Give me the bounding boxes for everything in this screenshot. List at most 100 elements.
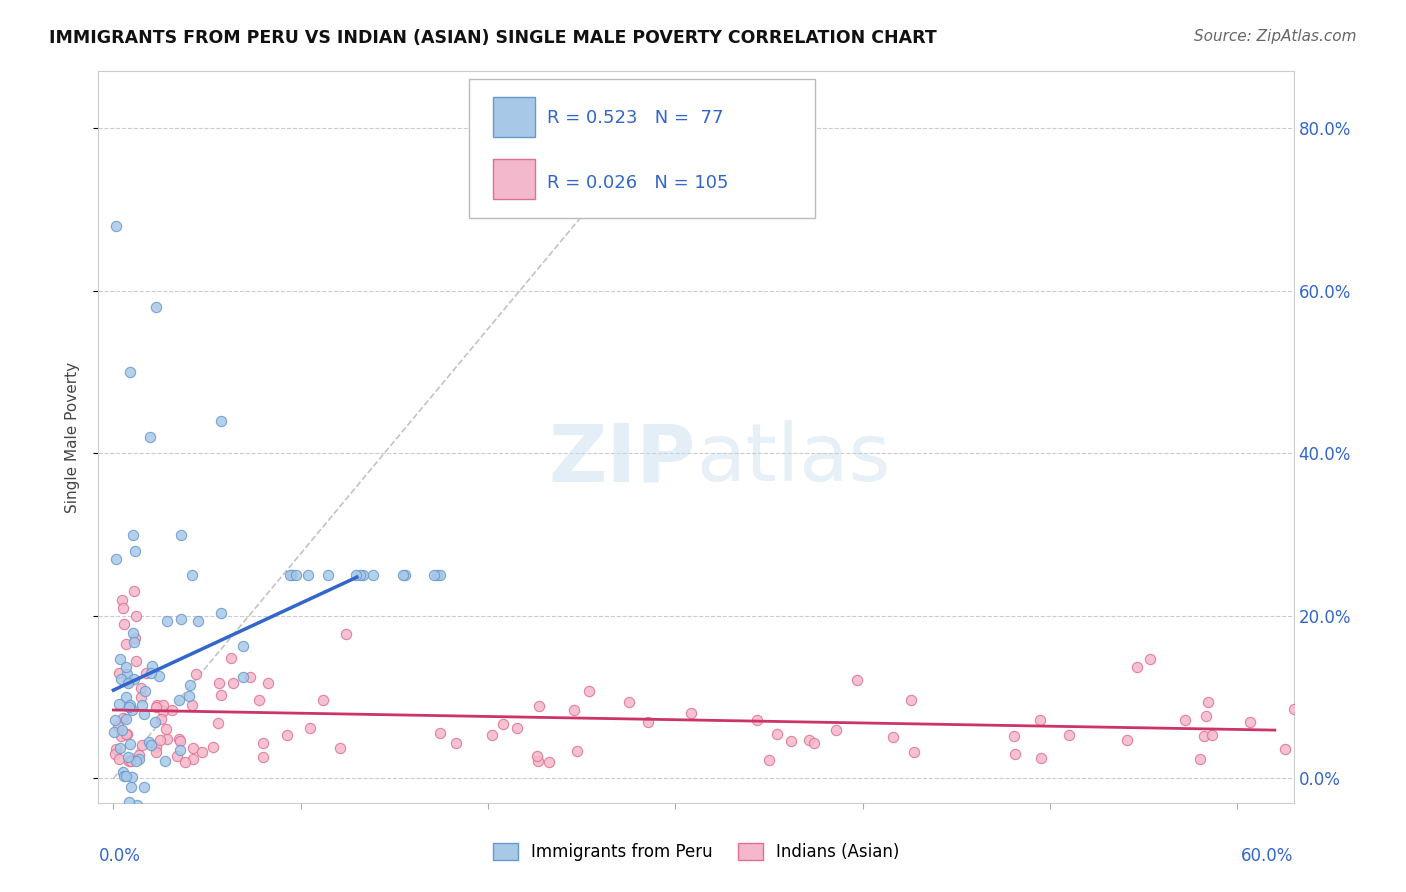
Point [1201,728,1223,742]
Text: Source: ZipAtlas.com: Source: ZipAtlas.com [1194,29,1357,44]
Point [117,749,139,764]
Point [110,592,132,607]
Legend: Immigrants from Peru, Indians (Asian): Immigrants from Peru, Indians (Asian) [486,836,905,868]
Point [111,812,134,826]
Point [797,733,820,747]
Point [145,739,167,754]
Point [122,584,145,599]
Point [104,747,127,761]
Text: R = 0.523   N =  77: R = 0.523 N = 77 [547,109,723,128]
Point [527,699,550,714]
Point [110,729,132,743]
Point [180,568,202,582]
Point [281,568,304,582]
Point [141,666,163,681]
Point [1188,752,1211,766]
Point [108,741,131,756]
Point [111,765,134,780]
Text: ZIP: ZIP [548,420,696,498]
Point [344,568,367,582]
Point [426,568,449,582]
Point [177,689,200,703]
Point [1002,729,1025,743]
Point [149,732,172,747]
Point [104,219,127,233]
Point [138,735,160,749]
Point [297,568,319,582]
Point [120,737,142,751]
Point [209,688,232,702]
Point [526,748,548,763]
Point [120,780,142,794]
Point [138,430,160,444]
Point [118,795,141,809]
Text: IMMIGRANTS FROM PERU VS INDIAN (ASIAN) SINGLE MALE POVERTY CORRELATION CHART: IMMIGRANTS FROM PERU VS INDIAN (ASIAN) S… [49,29,936,46]
Point [111,723,134,738]
Point [567,744,589,758]
Point [1192,729,1215,743]
Point [121,703,143,717]
Point [637,714,659,729]
Point [491,716,513,731]
Point [617,695,640,709]
Point [312,693,335,707]
Point [115,660,138,674]
FancyBboxPatch shape [494,159,534,200]
Point [145,699,167,714]
Point [117,676,139,690]
Point [107,719,129,733]
Point [1126,660,1149,674]
Point [110,672,132,686]
Point [335,627,357,641]
Point [392,568,415,582]
Point [527,754,550,768]
Point [131,681,153,696]
Point [135,665,157,680]
Point [318,568,340,582]
Point [167,693,190,707]
Point [825,723,848,737]
Point [155,723,177,737]
Point [882,730,904,744]
Point [120,698,142,713]
Point [107,812,129,826]
Point [104,552,127,566]
Point [112,617,135,632]
Point [481,728,503,742]
Point [191,745,214,759]
Point [145,698,167,713]
Point [134,780,156,794]
Point [169,734,191,748]
Point [1139,652,1161,666]
Point [128,752,150,766]
Point [141,659,163,673]
Point [125,754,148,768]
Point [115,727,138,741]
Point [153,754,176,768]
Point [578,684,600,698]
Point [278,568,301,582]
Point [209,414,232,428]
Point [122,527,145,541]
Point [148,669,170,683]
Point [122,635,145,649]
Point [181,698,204,712]
Point [201,740,224,755]
Point [115,690,138,705]
Point [1197,695,1219,709]
Point [765,726,787,740]
Point [124,632,146,646]
Point [1195,709,1218,723]
Point [141,738,163,752]
Point [105,742,128,756]
Point [156,732,179,747]
Point [394,568,416,582]
Point [1274,741,1296,756]
Point [183,752,205,766]
Point [112,711,135,725]
Point [845,673,868,687]
Point [285,568,308,582]
Point [143,715,166,730]
Point [803,736,825,750]
Point [208,676,231,690]
